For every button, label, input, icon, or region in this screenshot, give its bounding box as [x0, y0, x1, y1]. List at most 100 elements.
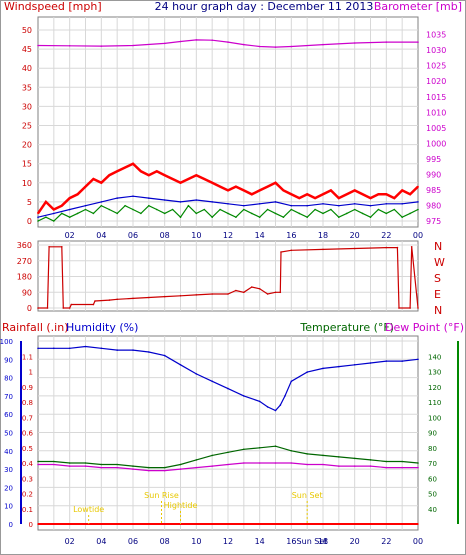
data-point	[132, 297, 134, 300]
data-point	[258, 203, 261, 205]
data-point	[68, 465, 71, 467]
time-tick-label: 22	[381, 231, 391, 240]
temperature-tick-label: 100	[428, 414, 441, 422]
compass-label: N	[434, 304, 442, 317]
data-point	[84, 208, 87, 211]
temperature-tick-label: 40	[428, 506, 437, 514]
data-point	[179, 40, 182, 43]
data-point	[211, 293, 213, 295]
data-point	[116, 298, 118, 301]
data-point	[132, 349, 134, 351]
data-point	[124, 204, 126, 207]
windspeed-tick-label: 50	[22, 26, 32, 35]
data-point	[401, 189, 404, 192]
data-point	[398, 307, 400, 309]
data-point	[235, 216, 237, 218]
data-point	[92, 212, 95, 215]
data-point	[227, 41, 229, 43]
data-point	[385, 246, 388, 249]
data-point	[290, 462, 293, 464]
data-point	[62, 307, 65, 309]
time-tick-label: 12	[223, 231, 233, 240]
time-tick-label: 08	[160, 231, 170, 240]
rainfall-axis-title: Rainfall (.in)	[2, 321, 69, 334]
data-point	[179, 463, 182, 466]
data-point	[306, 463, 309, 466]
data-point	[353, 42, 356, 44]
data-point	[68, 347, 71, 350]
data-point	[84, 185, 87, 188]
data-point	[179, 364, 182, 366]
data-point	[227, 189, 229, 192]
data-point	[187, 178, 190, 180]
data-point	[140, 212, 142, 215]
data-point	[132, 162, 134, 165]
humidity-tick-label: 100	[0, 338, 13, 346]
data-point	[274, 462, 277, 464]
data-point	[258, 400, 261, 403]
data-point	[361, 193, 364, 196]
data-point	[353, 457, 356, 460]
windspeed-tick-label: 5	[27, 198, 32, 207]
data-point	[156, 170, 158, 173]
time-tick-label: 10	[191, 231, 201, 240]
data-point	[298, 212, 301, 215]
data-point	[163, 212, 166, 215]
data-point	[338, 465, 340, 467]
time-tick-label: 04	[96, 537, 106, 546]
data-point	[361, 212, 364, 215]
data-point	[306, 371, 309, 373]
data-point	[338, 204, 340, 207]
data-point	[401, 203, 404, 205]
data-point	[76, 212, 79, 215]
data-point	[219, 185, 221, 188]
data-point	[76, 193, 79, 196]
data-point	[274, 212, 277, 215]
data-point	[227, 212, 229, 215]
data-point	[417, 358, 419, 361]
data-point	[84, 465, 87, 467]
data-point	[243, 395, 245, 397]
rainfall-tick-label: 0.7	[22, 414, 33, 422]
data-point	[108, 299, 111, 301]
temperature-tick-label: 50	[428, 491, 437, 499]
data-point	[401, 360, 404, 362]
data-point	[274, 291, 277, 294]
data-point	[211, 39, 213, 41]
direction-tick-label: 360	[17, 241, 32, 250]
data-point	[53, 208, 55, 211]
data-point	[179, 182, 182, 184]
rainfall-tick-label: 1	[29, 369, 33, 377]
barometer-tick-label: 975	[426, 217, 441, 226]
barometer-tick-label: 990	[426, 170, 441, 179]
data-point	[203, 208, 206, 211]
rainfall-tick-label: 0.1	[22, 506, 33, 514]
data-point	[195, 212, 198, 215]
data-point	[266, 406, 269, 408]
data-point	[100, 45, 103, 47]
humidity-tick-label: 60	[4, 411, 13, 419]
data-point	[243, 208, 245, 211]
data-point	[53, 347, 55, 350]
time-tick-label: 02	[65, 537, 75, 546]
graph-title: 24 hour graph day : December 11 2013	[155, 0, 374, 13]
humidity-tick-label: 20	[4, 484, 13, 492]
data-point	[409, 212, 411, 215]
rain-humidity-temperature-panel: 010203040506070809010000.10.20.30.40.50.…	[0, 335, 459, 546]
data-point	[235, 289, 237, 292]
rainfall-tick-label: 0.5	[22, 445, 33, 453]
data-point	[322, 454, 324, 457]
rainfall-tick-label: 0.9	[22, 384, 33, 392]
data-point	[219, 208, 221, 211]
data-point	[108, 208, 111, 211]
data-point	[163, 42, 166, 45]
time-tick-label: 18	[318, 231, 328, 240]
time-tick-label: 12	[223, 537, 233, 546]
barometer-tick-label: 1020	[426, 77, 446, 86]
temperature-tick-label: 120	[428, 384, 441, 392]
data-point	[100, 466, 103, 469]
data-point	[132, 44, 134, 47]
data-point	[417, 307, 419, 309]
data-point	[227, 203, 229, 205]
data-point	[68, 307, 71, 309]
